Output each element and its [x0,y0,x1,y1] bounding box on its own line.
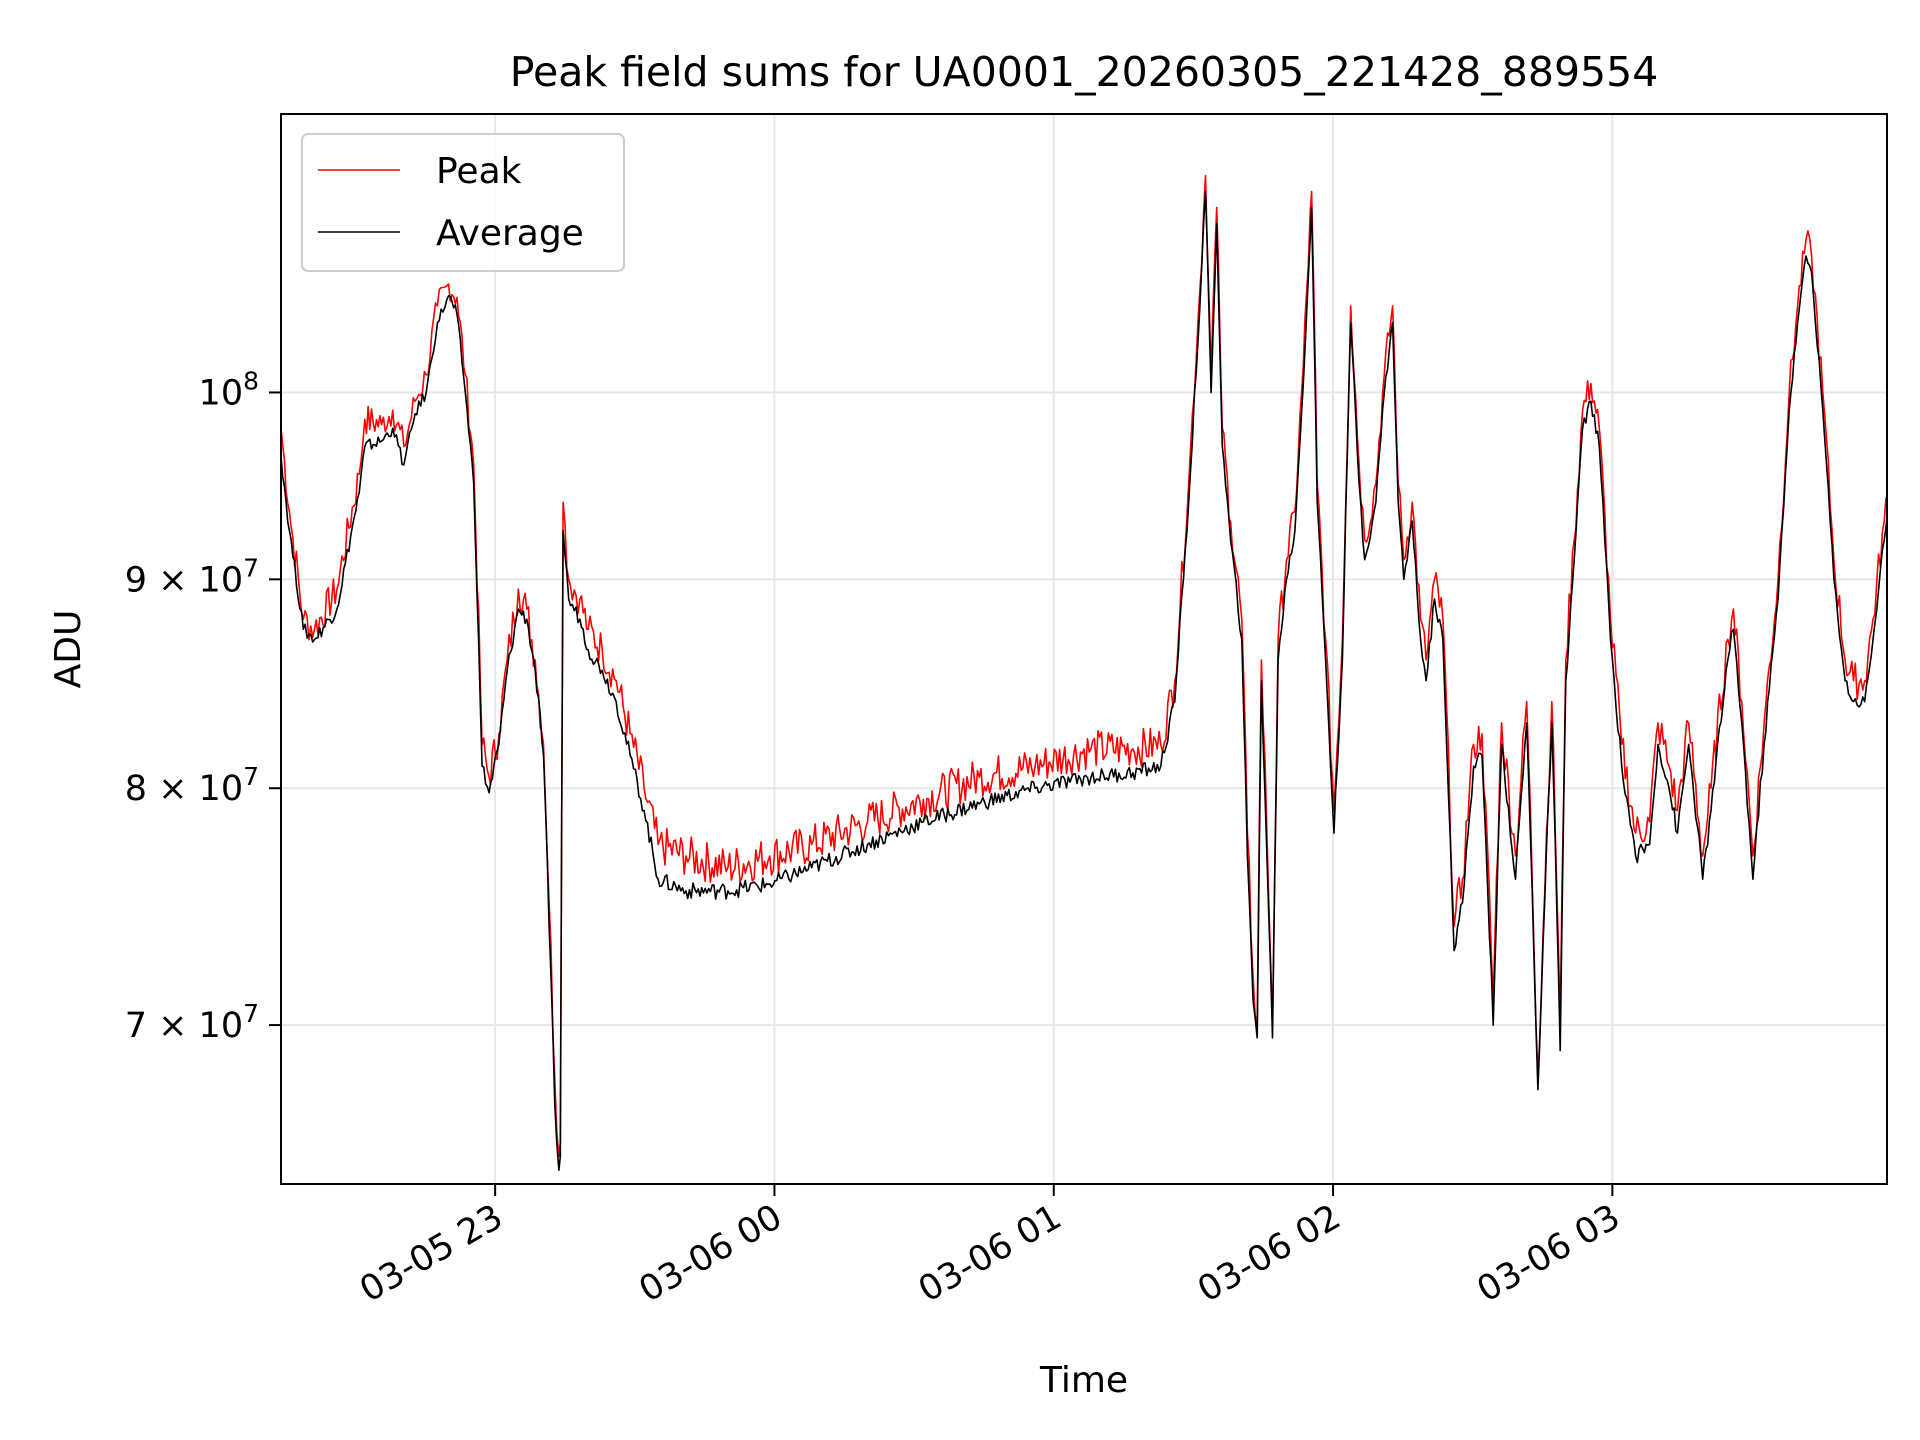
legend: Peak Average [301,133,625,272]
legend-peak-label: Peak [436,151,522,192]
x-axis-label: Time [1039,1360,1128,1401]
chart-title: Peak field sums for UA0001_20260305_2214… [510,48,1659,96]
y-tick-label: 8 × 107 [125,762,259,809]
legend-average-label: Average [436,213,584,254]
grid [281,114,1887,1184]
axes-frame [280,113,1888,1185]
plot-area [281,174,1887,1171]
y-axis-label: ADU [48,610,89,689]
y-tick-label: 7 × 107 [125,999,259,1046]
legend-box [301,133,625,272]
y-axis: 7 × 107 8 × 107 9 × 107 108 [125,366,281,1046]
y-tick-label: 9 × 107 [125,553,259,600]
series-line-average [281,190,1887,1171]
y-tick-label: 108 [199,366,259,413]
